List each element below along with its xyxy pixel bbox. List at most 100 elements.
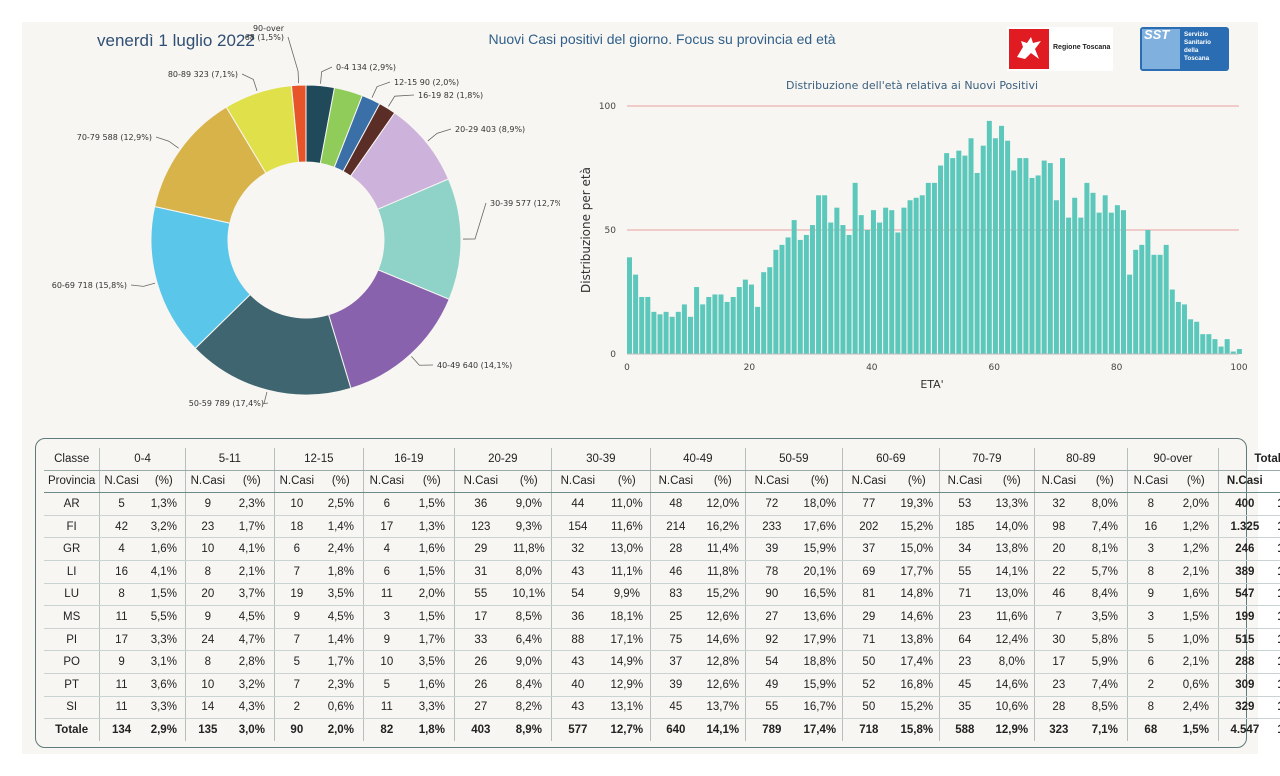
n-casi-subheader: N.Casi bbox=[649, 470, 701, 494]
table-row: PI 17 3,3% 24 4,7% 7 1,4% 9 1,7% 33 6,4% 88 17,1% 75 1… bbox=[44, 628, 1280, 652]
cases-cell: 19 bbox=[273, 583, 319, 607]
cases-cell: 154 bbox=[550, 515, 604, 539]
classe-header: Classe bbox=[44, 448, 100, 471]
cases-cell: 26 bbox=[453, 650, 507, 674]
table-row: FI 42 3,2% 23 1,7% 18 1,4% 17 1,3% 123 9,3% 154 11,6… bbox=[44, 515, 1280, 539]
donut-leader-line bbox=[241, 73, 258, 91]
percent-cell: 8,4% bbox=[1082, 583, 1128, 607]
histogram-bar bbox=[1175, 301, 1181, 354]
histogram-bar bbox=[700, 304, 706, 354]
percent-cell: 14,9% bbox=[603, 650, 651, 674]
cases-cell: 68 bbox=[1126, 718, 1174, 741]
percent-cell: 2,8% bbox=[229, 650, 275, 674]
cases-cell: 36 bbox=[550, 605, 604, 629]
histogram-bar bbox=[1060, 158, 1066, 354]
percent-cell: 11,1% bbox=[603, 560, 651, 584]
histogram-bar bbox=[687, 316, 693, 354]
percent-cell: 14,6% bbox=[894, 605, 940, 629]
cases-cell: 4 bbox=[362, 537, 410, 561]
percent-cell: 2,3% bbox=[318, 673, 364, 697]
donut-leader-line bbox=[155, 136, 179, 149]
cases-cell: 64 bbox=[938, 628, 990, 652]
percent-subheader: (%) bbox=[603, 470, 651, 494]
age-group-header: 40-49 bbox=[649, 448, 746, 471]
age-histogram-chart: 0 50 100 0 20 40 60 80 100 Distribuzione dell'età… bbox=[579, 79, 1248, 391]
cases-cell: 72 bbox=[744, 492, 798, 516]
histogram-bar bbox=[1096, 212, 1102, 354]
histogram-bar bbox=[1224, 339, 1230, 354]
cases-cell: 92 bbox=[744, 628, 798, 652]
cases-cell: 6 bbox=[362, 492, 410, 516]
x-tick-label: 80 bbox=[1111, 363, 1123, 373]
percent-cell: 8,9% bbox=[506, 718, 552, 741]
provincia-header: Provincia bbox=[44, 470, 100, 494]
cases-cell: 37 bbox=[841, 537, 895, 561]
percent-cell: 4,3% bbox=[229, 696, 275, 720]
histogram-bar bbox=[1218, 346, 1224, 354]
percent-cell: 17,4% bbox=[894, 650, 940, 674]
cases-cell: 42 bbox=[99, 515, 143, 539]
cases-cell: 16 bbox=[99, 560, 143, 584]
histogram-bar bbox=[1035, 175, 1041, 354]
histogram-bar bbox=[785, 237, 791, 354]
cases-cell: 4 bbox=[99, 537, 143, 561]
histogram-title: Distribuzione dell'età relativa ai Nuovi… bbox=[786, 79, 1038, 92]
percent-cell: 1,5% bbox=[409, 605, 455, 629]
histogram-bar bbox=[1078, 217, 1084, 354]
age-donut-chart: 0-4 134 (2,9%) 12-15 90 (2,0%) 16-19 82 (1… bbox=[52, 24, 560, 408]
histogram-bar bbox=[633, 274, 639, 354]
cases-cell: 403 bbox=[453, 718, 507, 741]
percent-cell: 20,1% bbox=[797, 560, 843, 584]
cases-cell: 577 bbox=[550, 718, 604, 741]
percent-cell: 1,8% bbox=[409, 718, 455, 741]
province-cell: LU bbox=[44, 583, 100, 607]
percent-cell: 1,5% bbox=[1173, 605, 1219, 629]
cases-cell: 44 bbox=[550, 492, 604, 516]
histogram-bar bbox=[1017, 158, 1023, 354]
percent-cell: 19,3% bbox=[894, 492, 940, 516]
donut-label: 16-19 82 (1,8%) bbox=[418, 91, 483, 100]
sst-logo: SST Servizio Sanitario della Toscana bbox=[1140, 27, 1229, 71]
cases-cell: 32 bbox=[550, 537, 604, 561]
percent-cell: 4,7% bbox=[229, 628, 275, 652]
percent-cell: 11,0% bbox=[603, 492, 651, 516]
table-row: SI 11 3,3% 14 4,3% 2 0,6% 11 3,3% 27 8,2% 43 13,1% 45… bbox=[44, 696, 1280, 720]
cases-cell: 17 bbox=[453, 605, 507, 629]
n-casi-subheader: N.Casi bbox=[841, 470, 895, 494]
donut-leader-line bbox=[427, 128, 452, 142]
donut-leader-line bbox=[462, 202, 487, 240]
histogram-bar bbox=[645, 296, 651, 354]
cases-cell: 83 bbox=[649, 583, 701, 607]
percent-cell: 18,0% bbox=[797, 492, 843, 516]
histogram-bar bbox=[718, 294, 724, 354]
percent-cell: 9,9% bbox=[603, 583, 651, 607]
cases-cell: 37 bbox=[649, 650, 701, 674]
cases-cell: 309 bbox=[1217, 673, 1271, 697]
percent-cell: 14,8% bbox=[894, 583, 940, 607]
histogram-bar bbox=[1230, 351, 1236, 354]
histogram-bar bbox=[901, 207, 907, 354]
cases-cell: 25 bbox=[649, 605, 701, 629]
percent-subheader: (%) bbox=[506, 470, 552, 494]
donut-label: 40-49 640 (14,1%) bbox=[437, 361, 512, 370]
percent-cell: 9,0% bbox=[506, 492, 552, 516]
age-group-header: 30-39 bbox=[550, 448, 651, 471]
percent-cell: 9,0% bbox=[506, 650, 552, 674]
table-row: LU 8 1,5% 20 3,7% 19 3,5% 11 2,0% 55 10,1% 54 9,9% 83… bbox=[44, 583, 1280, 607]
percent-cell: 3,6% bbox=[142, 673, 186, 697]
cases-cell: 6 bbox=[1126, 650, 1174, 674]
sst-letters: SST bbox=[1144, 27, 1170, 42]
percent-cell: 13,0% bbox=[603, 537, 651, 561]
percent-cell: 0,6% bbox=[318, 696, 364, 720]
cases-cell: 71 bbox=[841, 628, 895, 652]
percent-cell: 1,5% bbox=[409, 560, 455, 584]
cases-cell: 9 bbox=[1126, 583, 1174, 607]
cases-cell: 7 bbox=[273, 560, 319, 584]
percent-cell: 10,6% bbox=[989, 696, 1035, 720]
cases-cell: 8 bbox=[1126, 560, 1174, 584]
histogram-bar bbox=[1011, 170, 1017, 354]
histogram-bar bbox=[816, 195, 822, 354]
percent-cell: 3,3% bbox=[409, 696, 455, 720]
histogram-bar bbox=[1200, 334, 1206, 354]
n-casi-subheader: N.Casi bbox=[362, 470, 410, 494]
